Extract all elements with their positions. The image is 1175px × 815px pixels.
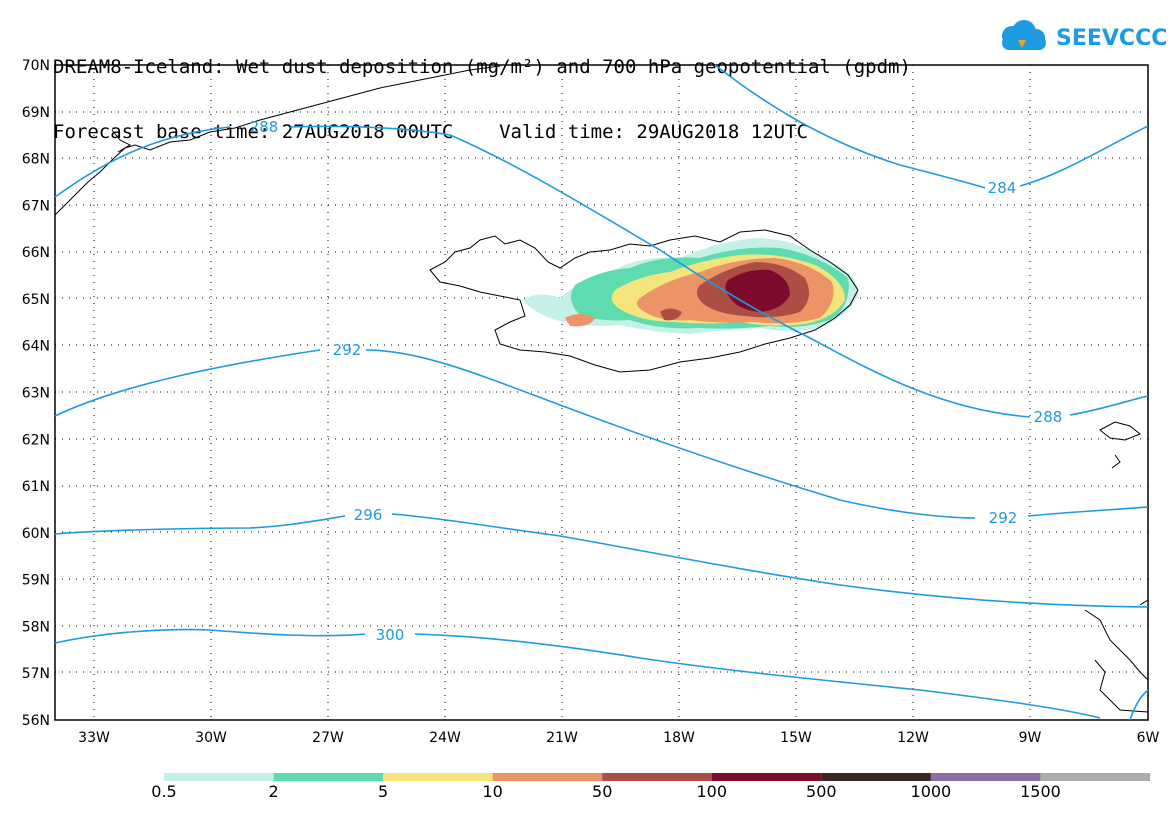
lon-tick-label: 12W bbox=[897, 730, 929, 746]
graticule bbox=[55, 65, 1148, 720]
lat-tick-label: 62N bbox=[22, 432, 50, 448]
lat-tick-label: 65N bbox=[22, 292, 50, 308]
lat-tick-label: 63N bbox=[22, 386, 50, 402]
colorbar-swatch bbox=[1040, 773, 1150, 781]
lat-tick-label: 60N bbox=[22, 526, 50, 542]
chart-title: DREAM8-Iceland: Wet dust deposition (mg/… bbox=[53, 12, 911, 164]
colorbar-swatch bbox=[273, 773, 384, 781]
lat-tick-label: 61N bbox=[22, 479, 50, 495]
colorbar bbox=[164, 773, 1150, 781]
lon-tick-label: 30W bbox=[195, 730, 227, 746]
longitude-labels: 33W 30W 27W 24W 21W 18W 15W 12W 9W 6W bbox=[78, 730, 1159, 746]
geopotential-contours bbox=[54, 64, 1149, 721]
colorbar-label: 1000 bbox=[910, 782, 952, 801]
lat-tick-label: 68N bbox=[22, 152, 50, 168]
colorbar-swatch bbox=[821, 773, 931, 781]
colorbar-swatch bbox=[930, 773, 1041, 781]
lat-tick-label: 64N bbox=[22, 339, 50, 355]
lon-tick-label: 21W bbox=[546, 730, 578, 746]
lat-tick-label: 56N bbox=[22, 713, 50, 729]
colorbar-swatch bbox=[383, 773, 493, 781]
lon-tick-label: 33W bbox=[78, 730, 110, 746]
lon-tick-label: 6W bbox=[1137, 730, 1160, 746]
lat-tick-label: 58N bbox=[22, 619, 50, 635]
cloud-icon bbox=[1002, 20, 1046, 50]
contour-label: 288 bbox=[250, 118, 279, 136]
contour-label: 292 bbox=[989, 509, 1018, 527]
lat-tick-label: 69N bbox=[22, 105, 50, 121]
logo-text: SEEVCCC bbox=[1056, 26, 1168, 51]
colorbar-label: 100 bbox=[696, 782, 728, 801]
lat-tick-label: 59N bbox=[22, 573, 50, 589]
colorbar-label: 5 bbox=[378, 782, 389, 801]
coastlines bbox=[54, 65, 1149, 713]
contour-label: 288 bbox=[1034, 408, 1063, 426]
colorbar-swatch bbox=[711, 773, 822, 781]
colorbar-label: 50 bbox=[592, 782, 613, 801]
contour-labels: 288 284 292 288 292 296 300 bbox=[250, 118, 1063, 644]
colorbar-label: 10 bbox=[482, 782, 503, 801]
colorbar-label: 1500 bbox=[1020, 782, 1061, 801]
lon-tick-label: 9W bbox=[1019, 730, 1042, 746]
contour-label: 292 bbox=[333, 341, 362, 359]
title-line-1: DREAM8-Iceland: Wet dust deposition (mg/… bbox=[53, 56, 911, 78]
lat-tick-label: 66N bbox=[22, 245, 50, 261]
colorbar-label: 500 bbox=[806, 782, 837, 801]
lat-tick-label: 70N bbox=[22, 58, 50, 74]
colorbar-swatch bbox=[164, 773, 274, 781]
lat-tick-label: 67N bbox=[22, 198, 50, 214]
lat-tick-label: 57N bbox=[22, 666, 50, 682]
dust-deposition-field bbox=[522, 238, 859, 334]
colorbar-swatch bbox=[602, 773, 712, 781]
lon-tick-label: 15W bbox=[780, 730, 812, 746]
colorbar-label: 0.5 bbox=[151, 782, 177, 801]
title-line-2: Forecast base time: 27AUG2018 00UTC Vali… bbox=[53, 121, 808, 143]
contour-label: 300 bbox=[376, 626, 405, 644]
lon-tick-label: 24W bbox=[429, 730, 461, 746]
contour-label: 296 bbox=[354, 506, 383, 524]
colorbar-label: 2 bbox=[268, 782, 279, 801]
contour-label: 284 bbox=[988, 179, 1017, 197]
lon-tick-label: 27W bbox=[312, 730, 344, 746]
colorbar-swatch bbox=[492, 773, 603, 781]
lon-tick-label: 18W bbox=[663, 730, 695, 746]
latitude-labels: 70N 69N 68N 67N 66N 65N 64N 63N 62N 61N 60N 59N 58N 5… bbox=[22, 58, 50, 729]
